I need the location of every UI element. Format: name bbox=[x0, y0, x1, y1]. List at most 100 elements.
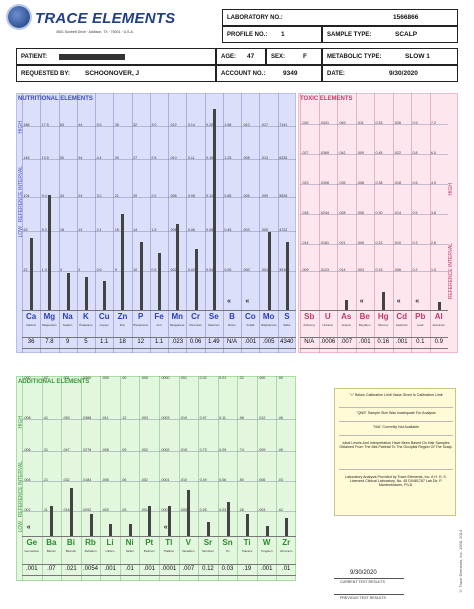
tick-label: 104 bbox=[23, 194, 30, 198]
tick-label: .005 bbox=[180, 508, 188, 512]
element-value: 5 bbox=[84, 339, 88, 345]
result-bar bbox=[285, 242, 289, 310]
element-name: Lead bbox=[417, 323, 424, 327]
tick-label: 0.5 bbox=[151, 268, 157, 272]
element-name: Manganese bbox=[169, 323, 185, 327]
tick-label: .005 bbox=[260, 228, 268, 232]
element-name: Phosphorus bbox=[133, 323, 149, 327]
requested-by-box: REQUESTED BY: SCHOONOVER, J bbox=[16, 65, 216, 82]
profile-no-label: PROFILE NO.: bbox=[227, 31, 268, 38]
result-bar bbox=[265, 526, 269, 536]
element-symbol: Zn bbox=[117, 312, 128, 321]
sex-value: F bbox=[303, 53, 307, 60]
element-name: Vanadium bbox=[182, 549, 195, 553]
tick-label: .02 bbox=[277, 508, 283, 512]
element-column-divider bbox=[429, 93, 431, 353]
tick-label: 14 bbox=[133, 228, 138, 232]
tick-label: .00 bbox=[121, 376, 127, 380]
element-symbol: Ni bbox=[125, 538, 134, 547]
tick-label: 0.85 bbox=[224, 194, 232, 198]
tick-label: .027 bbox=[301, 151, 309, 155]
tick-label: 63 bbox=[60, 123, 65, 127]
tick-label: 3 bbox=[60, 268, 63, 272]
element-symbol: P bbox=[138, 312, 144, 321]
element-symbol: Sr bbox=[203, 538, 213, 547]
tick-label: 0.30 bbox=[375, 211, 383, 215]
element-value: .021 bbox=[65, 566, 77, 572]
element-symbol: Ba bbox=[46, 538, 57, 547]
tick-label: .002 bbox=[169, 268, 177, 272]
tick-label: .049 bbox=[338, 121, 346, 125]
tick-label: .006 bbox=[169, 228, 177, 232]
element-symbol: Zr bbox=[282, 538, 291, 547]
element-column-divider bbox=[113, 93, 115, 353]
element-symbol: V bbox=[185, 538, 192, 547]
element-name: Molybdenum bbox=[260, 323, 277, 327]
metabolic-type-box: METABOLIC TYPE: SLOW 1 bbox=[322, 48, 458, 65]
value-row-line bbox=[300, 337, 448, 338]
element-column-divider bbox=[40, 93, 42, 353]
tick-label: .042 bbox=[338, 151, 346, 155]
result-bar bbox=[103, 281, 107, 310]
symbol-row-line bbox=[22, 536, 296, 537]
tick-gridline bbox=[22, 511, 296, 512]
element-column-divider bbox=[159, 376, 160, 581]
tick-label: 2.6 bbox=[431, 241, 436, 245]
tick-gridline bbox=[300, 214, 448, 215]
note-divider bbox=[339, 435, 453, 436]
side-label-low: LOW bbox=[18, 521, 24, 533]
element-symbol: Co bbox=[244, 312, 256, 321]
previous-line bbox=[334, 594, 404, 595]
tick-label: .014 bbox=[338, 268, 346, 272]
tick-label: 0.08 bbox=[187, 194, 195, 198]
element-column-divider bbox=[256, 376, 258, 581]
element-value: 1.49 bbox=[207, 339, 220, 345]
tick-label: 0.2 bbox=[412, 268, 418, 272]
element-symbol: W bbox=[262, 538, 271, 547]
tick-label: .03 bbox=[277, 478, 283, 482]
element-symbol: Rb bbox=[85, 538, 96, 547]
tick-label: .0369 bbox=[320, 151, 329, 155]
element-symbol: As bbox=[341, 312, 352, 321]
element-name: Titanium bbox=[241, 549, 253, 553]
element-value: 36 bbox=[27, 339, 35, 345]
element-symbol: Cr bbox=[191, 312, 200, 321]
element-column-divider bbox=[217, 376, 219, 581]
note-qns: "QNS" Sample Size Was Inadequate For Ana… bbox=[356, 411, 436, 415]
element-value: .001 bbox=[244, 339, 257, 345]
result-bar bbox=[66, 273, 70, 310]
tick-label: 34 bbox=[60, 194, 65, 198]
element-column-divider bbox=[318, 93, 320, 353]
element-value: 0.06 bbox=[189, 339, 202, 345]
tick-label: .006 bbox=[394, 268, 401, 272]
tick-label: 9.4 bbox=[41, 194, 47, 198]
result-bar bbox=[84, 277, 88, 310]
element-column-divider bbox=[131, 93, 133, 353]
element-column-divider bbox=[100, 376, 102, 581]
tick-label: 35 bbox=[114, 123, 119, 127]
element-value: 0.03 bbox=[221, 566, 234, 572]
element-name: Magnesium bbox=[42, 323, 57, 327]
result-bar bbox=[139, 242, 143, 310]
element-column-divider bbox=[22, 93, 23, 353]
requested-by-label: REQUESTED BY: bbox=[21, 70, 70, 77]
tick-gridline bbox=[22, 481, 296, 482]
tick-label: .31 bbox=[43, 448, 49, 452]
tick-label: .006 bbox=[258, 478, 266, 482]
tick-label: 0.45 bbox=[375, 151, 383, 155]
below-limit-chevron-icon: « bbox=[26, 524, 31, 531]
tick-label: .09 bbox=[121, 448, 127, 452]
tick-label: .004 bbox=[23, 478, 31, 482]
tick-label: .0000 bbox=[82, 376, 92, 380]
element-value: 4340 bbox=[280, 339, 294, 345]
element-symbol: Ca bbox=[26, 312, 37, 321]
tick-label: 4.4 bbox=[96, 156, 102, 160]
element-value: .007 bbox=[340, 339, 353, 345]
tick-label: 13 bbox=[78, 228, 83, 232]
below-limit-chevron-icon: « bbox=[227, 298, 231, 305]
element-name: Copper bbox=[99, 323, 109, 327]
element-name: Sodium bbox=[62, 323, 73, 327]
value-row-line bbox=[22, 337, 296, 338]
element-column-divider bbox=[58, 93, 60, 353]
symbol-row-line bbox=[300, 310, 448, 311]
